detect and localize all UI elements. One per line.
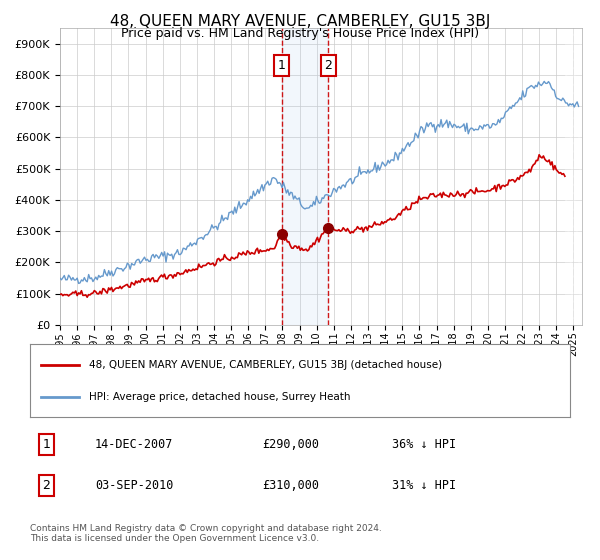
Text: Contains HM Land Registry data © Crown copyright and database right 2024.
This d: Contains HM Land Registry data © Crown c… — [30, 524, 382, 543]
Text: 03-SEP-2010: 03-SEP-2010 — [95, 479, 173, 492]
Text: 14-DEC-2007: 14-DEC-2007 — [95, 438, 173, 451]
Bar — [281, 28, 328, 325]
Text: £310,000: £310,000 — [262, 479, 319, 492]
Text: 36% ↓ HPI: 36% ↓ HPI — [392, 438, 456, 451]
Text: 31% ↓ HPI: 31% ↓ HPI — [392, 479, 456, 492]
Bar — [565, 28, 582, 325]
Text: 2: 2 — [324, 59, 332, 72]
Text: Price paid vs. HM Land Registry's House Price Index (HPI): Price paid vs. HM Land Registry's House … — [121, 27, 479, 40]
Text: 2: 2 — [42, 479, 50, 492]
Text: HPI: Average price, detached house, Surrey Heath: HPI: Average price, detached house, Surr… — [89, 392, 351, 402]
Text: 48, QUEEN MARY AVENUE, CAMBERLEY, GU15 3BJ (detached house): 48, QUEEN MARY AVENUE, CAMBERLEY, GU15 3… — [89, 360, 443, 370]
Text: £290,000: £290,000 — [262, 438, 319, 451]
Text: 1: 1 — [278, 59, 286, 72]
Text: 1: 1 — [42, 438, 50, 451]
Text: 48, QUEEN MARY AVENUE, CAMBERLEY, GU15 3BJ: 48, QUEEN MARY AVENUE, CAMBERLEY, GU15 3… — [110, 14, 490, 29]
